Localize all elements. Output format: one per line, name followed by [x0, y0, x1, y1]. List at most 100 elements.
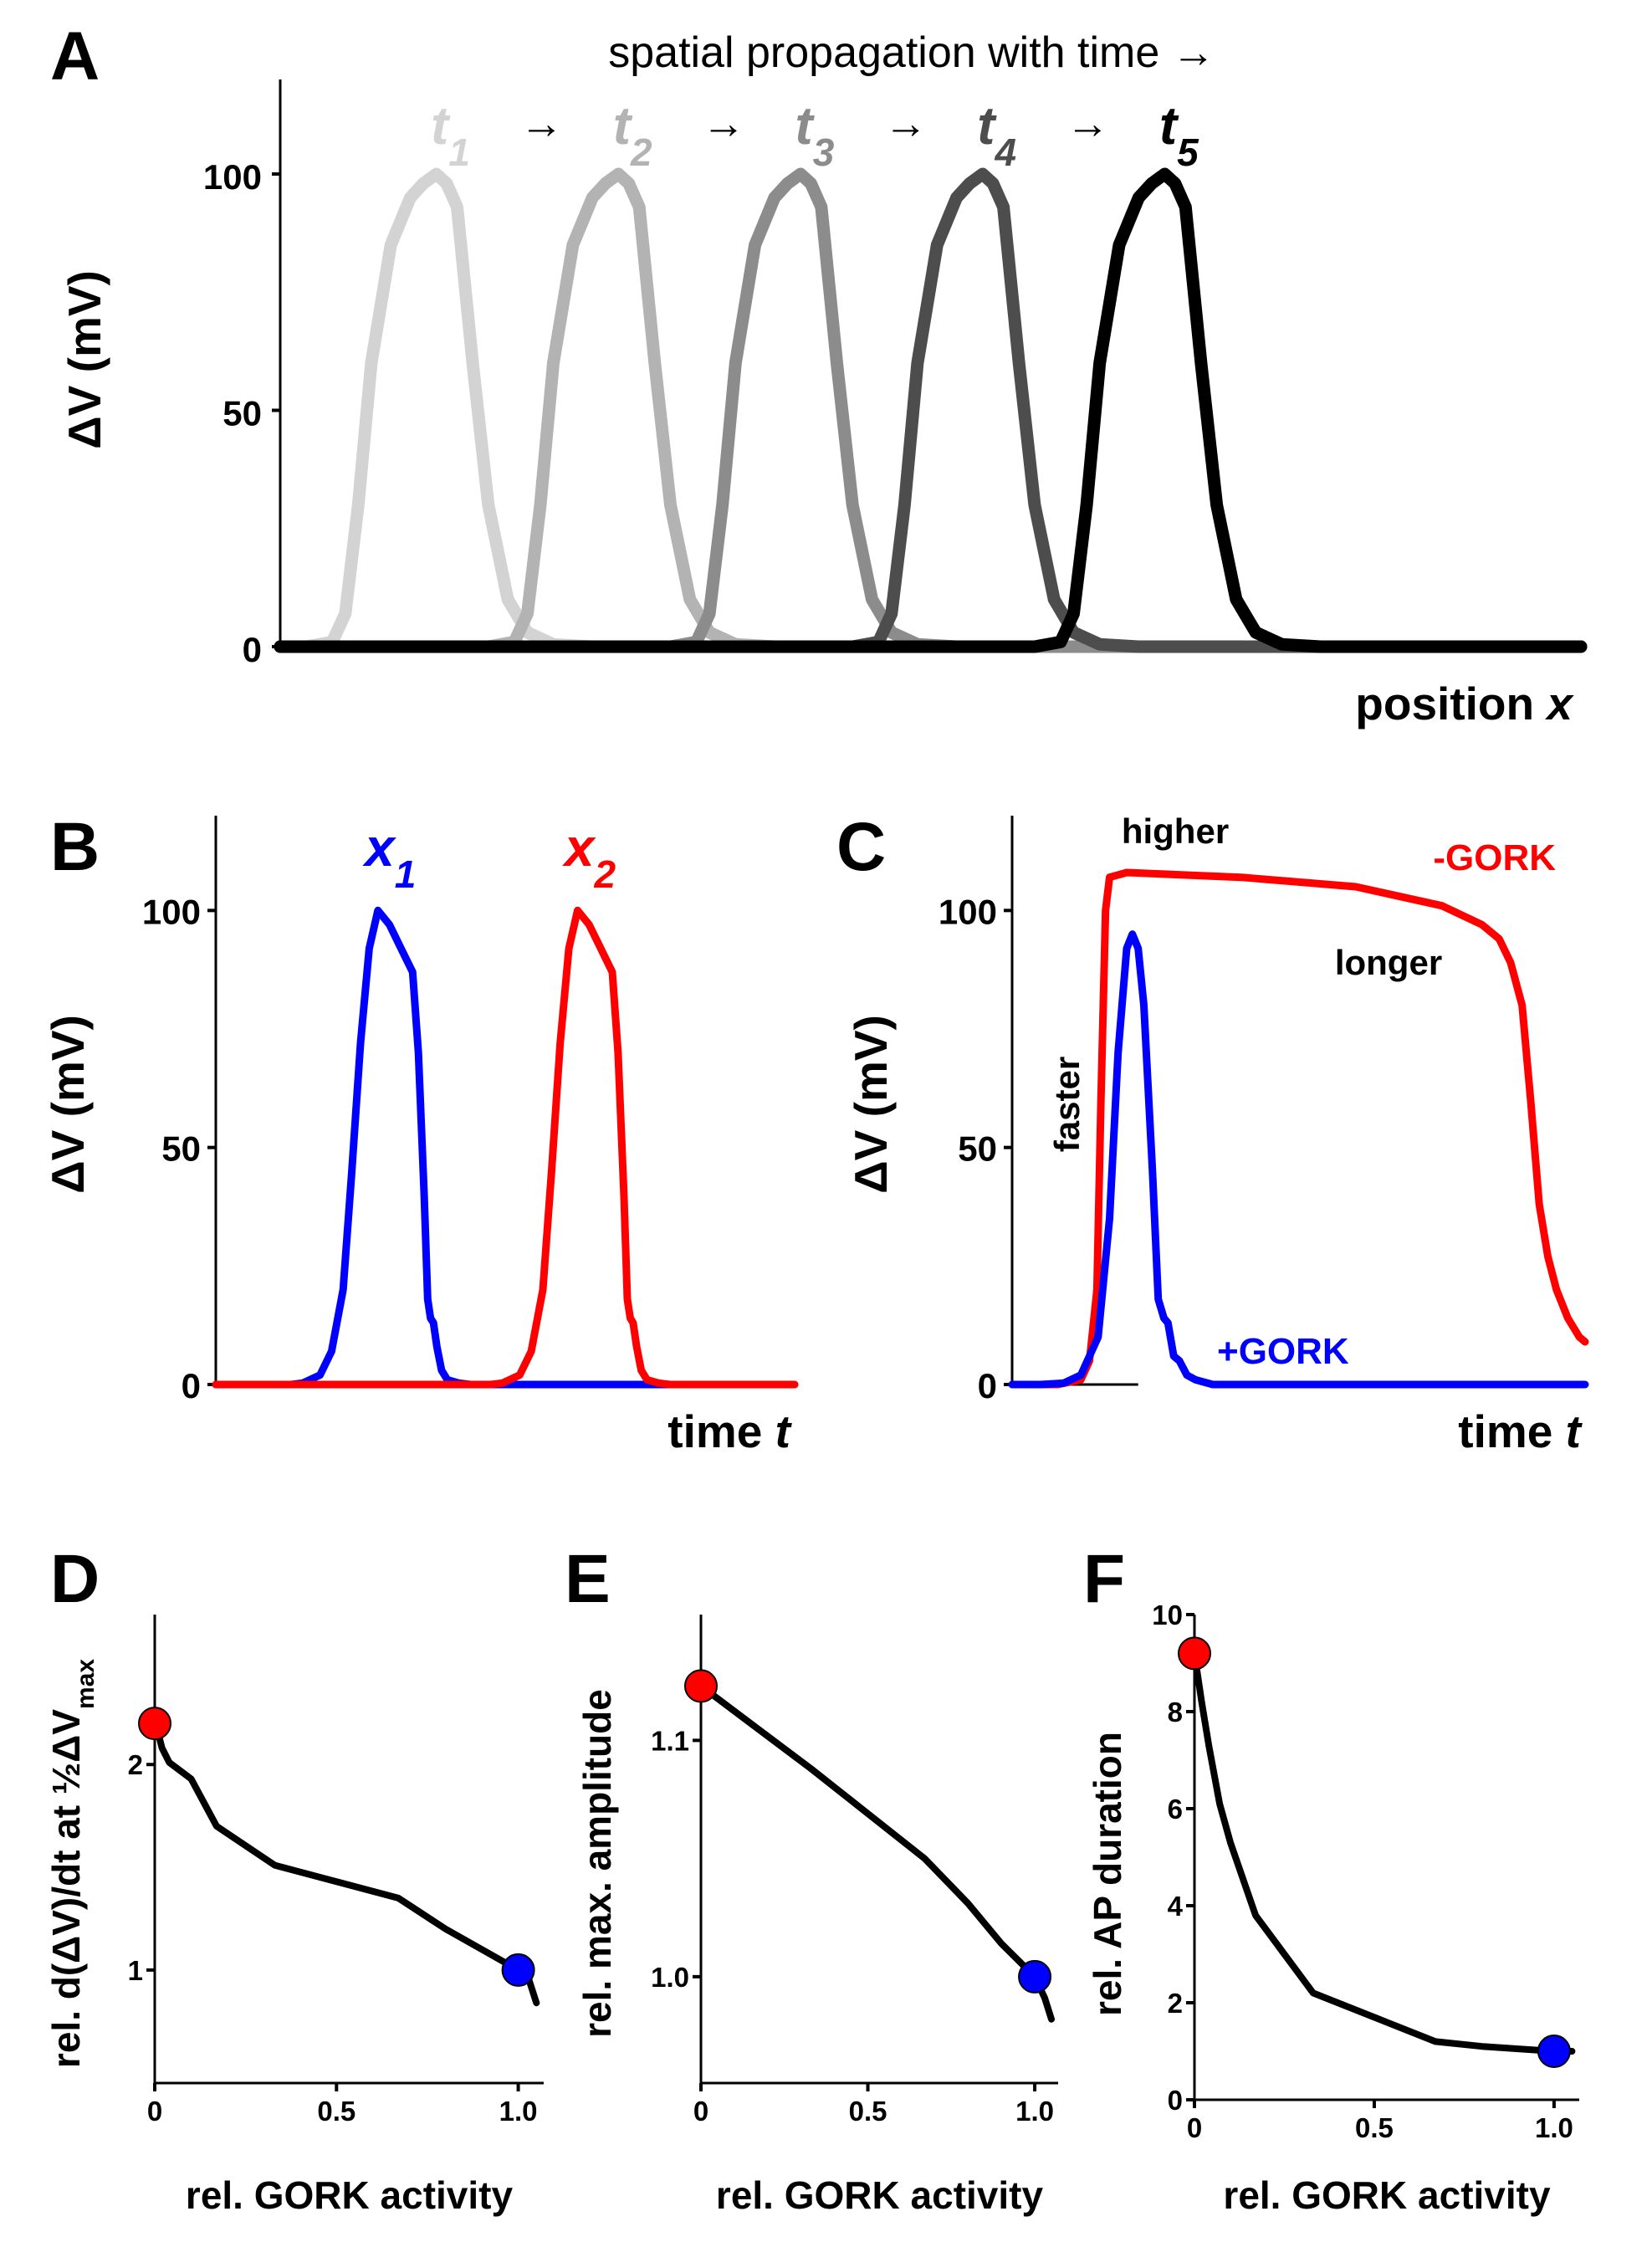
x-axis-title-c: time t — [1458, 1405, 1583, 1457]
y-tick-label-a: 100 — [203, 157, 262, 197]
series-label-t1-sub: 1 — [448, 131, 470, 174]
x-axis-title-a: position x — [1355, 678, 1574, 729]
annotation-higher: higher — [1122, 811, 1229, 851]
y-axis-title-d-main: rel. d(ΔV)/dt at ½ΔV — [44, 1709, 88, 2068]
axes-f — [1193, 1615, 1579, 2101]
series-label-t4-main: t — [977, 95, 997, 156]
y-tick-label-f: 6 — [1168, 1794, 1183, 1825]
marker-minus-gork-f — [1178, 1636, 1211, 1671]
panel-f: F 0 2 4 6 8 10 0 0.5 1.0 rel. GORK activity rel. AP… — [1083, 1541, 1579, 2217]
x-axis-title-b-word: time — [667, 1405, 775, 1457]
series-label-x2-main: x — [562, 817, 596, 878]
y-tick-label-f: 0 — [1168, 2085, 1183, 2116]
marker-plus-gork-f — [1537, 2035, 1571, 2068]
series-label-t2-sub: 2 — [630, 131, 652, 174]
curve-e — [698, 1682, 1055, 2023]
series-line-t5 — [274, 167, 1588, 653]
x-axis-title-b: time t — [667, 1405, 792, 1457]
time-arrow: → — [702, 100, 745, 148]
series-label-x1: x1 — [362, 817, 416, 896]
series-label-t2: t2 — [613, 95, 652, 174]
series-label-x1-sub: 1 — [395, 852, 417, 896]
series-line-x1 — [212, 906, 799, 1389]
y-axis-title-d-sub: max — [72, 1659, 100, 1709]
panel-label-d: D — [50, 1541, 100, 1617]
curve-d — [151, 1716, 540, 2007]
series-label-t1: t1 — [431, 95, 470, 174]
series-label-t5-main: t — [1159, 95, 1179, 156]
time-arrow: → — [519, 100, 563, 148]
series-label-x1-main: x — [362, 817, 396, 878]
x-tick-label-d: 0.5 — [317, 2096, 355, 2127]
time-arrow: → — [1066, 100, 1109, 148]
panel-label-b: B — [50, 809, 100, 885]
series-label-t5: t5 — [1159, 95, 1199, 174]
y-tick-label-f: 10 — [1152, 1600, 1183, 1630]
x-tick-label-f: 1.0 — [1535, 2112, 1573, 2143]
y-tick-label-f: 8 — [1168, 1697, 1183, 1728]
x-axis-title-a-word: position — [1355, 678, 1547, 729]
y-tick-label-a: 0 — [243, 630, 262, 669]
series-line--GORK — [1008, 868, 1589, 1389]
x-tick-label-e: 1.0 — [1015, 2096, 1054, 2127]
x-tick-label-f: 0.5 — [1355, 2112, 1394, 2143]
series-label-t3-main: t — [795, 95, 815, 156]
x-axis-title-c-var: t — [1566, 1405, 1583, 1457]
panel-label-a: A — [50, 18, 100, 95]
x-axis-title-e: rel. GORK activity — [716, 2173, 1044, 2217]
marker-plus-gork-e — [1018, 1959, 1052, 1994]
y-axis-title-c: ΔV (mV) — [845, 1015, 897, 1194]
panel-d: D 1 2 0 0.5 1.0 rel. GORK activity rel. d(ΔV)/d… — [44, 1541, 544, 2217]
panel-e: E 1.0 1.1 0 0.5 1.0 rel. GORK activity rel. max… — [565, 1541, 1058, 2217]
panel-label-e: E — [565, 1541, 611, 1617]
y-tick-label-e: 1.0 — [651, 1962, 689, 1993]
y-tick-label-c: 50 — [958, 1129, 997, 1169]
x-tick-label-e: 0 — [693, 2096, 708, 2127]
marker-minus-gork-d — [138, 1707, 171, 1741]
series-label-t1-main: t — [431, 95, 451, 156]
annotation-faster: faster — [1047, 1057, 1087, 1152]
series-label-x2: x2 — [562, 817, 616, 896]
x-tick-label-d: 1.0 — [499, 2096, 538, 2127]
series-label-t5-sub: 5 — [1177, 131, 1199, 174]
time-arrow: → — [884, 100, 928, 148]
panel-label-c: C — [836, 809, 886, 885]
x-axis-title-b-var: t — [775, 1405, 793, 1457]
curve-f — [1191, 1650, 1576, 2055]
y-tick-label-d: 2 — [128, 1749, 143, 1780]
series-label-t4: t4 — [977, 95, 1016, 174]
y-axis-title-a: ΔV (mV) — [59, 270, 110, 449]
axes-e — [699, 1615, 1058, 2085]
y-tick-label-a: 50 — [222, 394, 262, 433]
x-tick-label-e: 0.5 — [849, 2096, 887, 2127]
panel-c: C 0 50 100 ΔV (mV) time t -GORK +GORK higher long… — [836, 809, 1589, 1457]
series-line-+GORK — [1008, 930, 1589, 1389]
annotation-longer: longer — [1335, 943, 1442, 982]
series-line-x2 — [212, 906, 799, 1389]
y-tick-label-f: 2 — [1168, 1988, 1183, 2019]
series-label-t3: t3 — [795, 95, 834, 174]
x-axis-title-c-word: time — [1458, 1405, 1565, 1457]
axes-d — [153, 1615, 544, 2085]
y-tick-label-b: 0 — [182, 1366, 201, 1405]
y-axis-title-e: rel. max. amplitude — [575, 1689, 619, 2038]
x-axis-title-a-var: x — [1544, 678, 1574, 729]
x-tick-label-f: 0 — [1187, 2112, 1202, 2143]
y-tick-label-c: 100 — [939, 892, 997, 931]
series-label-x2-sub: 2 — [594, 852, 616, 896]
x-axis-title-d: rel. GORK activity — [186, 2173, 514, 2217]
series-label-t3-sub: 3 — [813, 131, 835, 174]
marker-plus-gork-d — [501, 1953, 535, 1987]
panel-a: A 0 50 100 ΔV (mV) spatial propagation with t… — [50, 18, 1588, 729]
series-label-t2-main: t — [613, 95, 633, 156]
y-tick-label-f: 4 — [1168, 1891, 1184, 1922]
y-axis-title-b: ΔV (mV) — [42, 1015, 94, 1194]
y-tick-label-b: 50 — [161, 1129, 201, 1169]
panel-label-f: F — [1083, 1541, 1125, 1617]
series-label-plus-gork: +GORK — [1217, 1331, 1349, 1372]
series-label-t4-sub: 4 — [994, 131, 1016, 174]
x-tick-label-d: 0 — [147, 2096, 162, 2127]
series-line-t1 — [274, 167, 1588, 653]
